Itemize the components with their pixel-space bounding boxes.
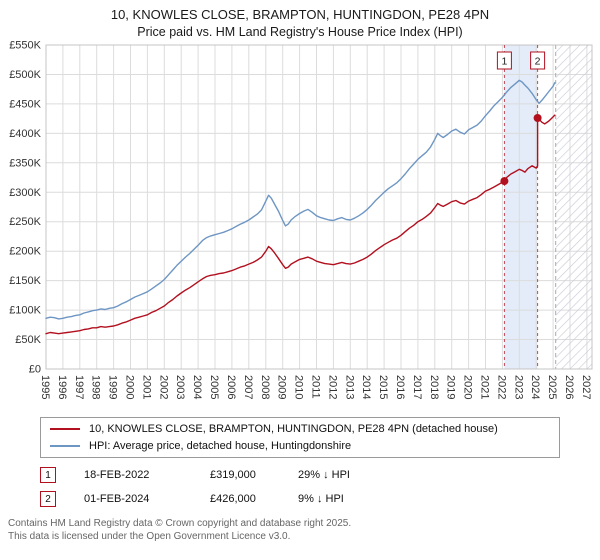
sale-1-date: 18-FEB-2022 (84, 469, 150, 481)
x-tick-label: 2021 (479, 375, 491, 399)
y-tick-label: £0 (29, 364, 41, 376)
chart-header: 10, KNOWLES CLOSE, BRAMPTON, HUNTINGDON,… (0, 0, 600, 39)
price-paid-line (45, 114, 556, 335)
chart-legend: 10, KNOWLES CLOSE, BRAMPTON, HUNTINGDON,… (40, 417, 560, 458)
y-tick-label: £350K (9, 157, 41, 169)
x-tick-label: 2001 (140, 375, 152, 399)
y-tick-label: £550K (9, 40, 41, 52)
x-tick-label: 2025 (546, 375, 558, 399)
legend-row-hpi: HPI: Average price, detached house, Hunt… (50, 440, 550, 452)
x-tick-label: 1999 (107, 375, 119, 399)
x-tick-label: 2003 (174, 375, 186, 399)
x-tick-label: 2002 (157, 375, 169, 399)
x-tick-label: 1996 (56, 375, 68, 399)
price-chart: 1 2 £0 £50K £100K £150K £200K £250K £300K £350K £4… (9, 40, 593, 399)
x-tick-label: 2008 (259, 375, 271, 399)
x-tick-label: 2007 (242, 375, 254, 399)
y-tick-label: £100K (9, 305, 41, 317)
y-tick-label: £50K (15, 334, 41, 346)
x-tick-label: 2000 (124, 375, 136, 399)
x-tick-label: 2026 (563, 375, 575, 399)
footer-line-1: Contains HM Land Registry data © Crown c… (8, 518, 352, 529)
x-tick-label: 2018 (428, 375, 440, 399)
y-tick-label: £200K (9, 246, 41, 258)
sale-1-price: £319,000 (210, 469, 256, 481)
hpi-line (45, 79, 556, 320)
legend-label-hpi: HPI: Average price, detached house, Hunt… (89, 440, 352, 452)
x-tick-label: 2022 (495, 375, 507, 399)
x-tick-label: 2012 (326, 375, 338, 399)
x-tick-label: 2009 (276, 375, 288, 399)
y-tick-label: £300K (9, 187, 41, 199)
sale-2-date: 01-FEB-2024 (84, 493, 150, 505)
sale-annotation-1: 1 18-FEB-2022 £319,000 29% ↓ HPI (40, 467, 600, 483)
sale-2-vs-hpi: 9% ↓ HPI (298, 493, 344, 505)
license-footer: Contains HM Land Registry data © Crown c… (8, 517, 600, 543)
x-tick-label: 2015 (377, 375, 389, 399)
legend-label-price-paid: 10, KNOWLES CLOSE, BRAMPTON, HUNTINGDON,… (89, 423, 498, 435)
x-tick-label: 2023 (512, 375, 524, 399)
y-tick-label: £400K (9, 128, 41, 140)
sale-1-number-badge: 1 (40, 467, 56, 483)
sale-annotation-2: 2 01-FEB-2024 £426,000 9% ↓ HPI (40, 491, 600, 507)
y-tick-label: £250K (9, 216, 41, 228)
sale-2-price: £426,000 (210, 493, 256, 505)
sale-flag-2: 2 (530, 51, 546, 70)
sale-marker-1[interactable] (500, 177, 509, 186)
sale-flag-1: 1 (496, 51, 512, 70)
x-tick-label: 2020 (462, 375, 474, 399)
page-subtitle: Price paid vs. HM Land Registry's House … (137, 25, 463, 39)
x-tick-label: 2017 (411, 375, 423, 399)
footer-line-2: This data is licensed under the Open Gov… (8, 531, 291, 542)
future-hatch-region (555, 45, 592, 369)
x-tick-label: 2004 (191, 375, 203, 399)
x-tick-label: 1998 (90, 375, 102, 399)
sale-annotations: 1 18-FEB-2022 £319,000 29% ↓ HPI 2 01-FE… (40, 467, 600, 507)
page-title: 10, KNOWLES CLOSE, BRAMPTON, HUNTINGDON,… (110, 7, 490, 22)
svg-text:2: 2 (535, 56, 541, 68)
x-tick-label: 2019 (445, 375, 457, 399)
svg-text:1: 1 (501, 56, 507, 68)
sale-marker-2[interactable] (533, 114, 542, 122)
x-tick-label: 2005 (208, 375, 220, 399)
x-tick-label: 2024 (529, 375, 541, 399)
x-tick-label: 2011 (310, 375, 322, 399)
sale-1-vs-hpi: 29% ↓ HPI (298, 469, 350, 481)
x-tick-label: 2013 (343, 375, 355, 399)
sale-period-shade (504, 45, 538, 369)
x-tick-label: 1997 (73, 375, 85, 399)
sale-2-number-badge: 2 (40, 491, 56, 507)
x-tick-label: 2014 (360, 375, 372, 399)
y-tick-label: £150K (9, 275, 41, 287)
price-paid-line-swatch (50, 428, 80, 430)
x-tick-label: 1995 (39, 375, 51, 399)
legend-row-price-paid: 10, KNOWLES CLOSE, BRAMPTON, HUNTINGDON,… (50, 423, 550, 435)
x-tick-label: 2016 (394, 375, 406, 399)
x-tick-label: 2027 (580, 375, 592, 399)
x-tick-label: 2006 (225, 375, 237, 399)
hpi-line-swatch (50, 445, 80, 447)
y-tick-label: £450K (9, 98, 41, 110)
x-tick-label: 2010 (293, 375, 305, 399)
y-tick-label: £500K (9, 69, 41, 81)
